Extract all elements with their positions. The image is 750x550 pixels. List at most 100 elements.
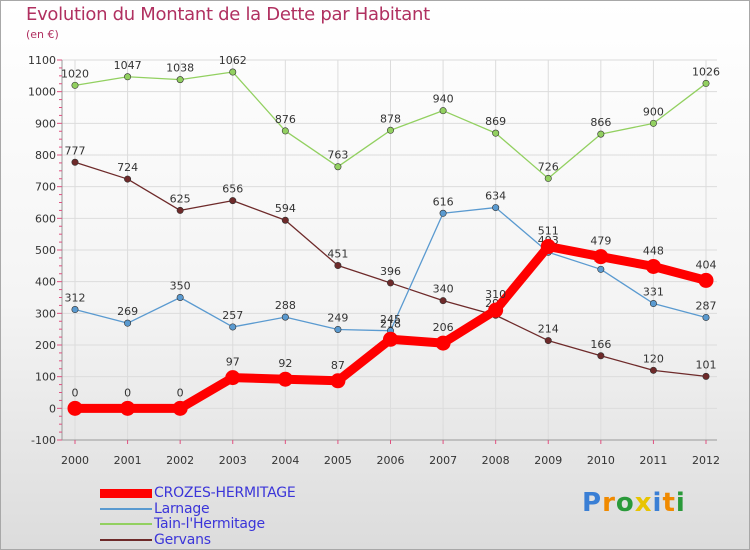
x-tick-label: 2012 — [692, 454, 720, 467]
legend-swatch — [100, 538, 152, 541]
data-label: 876 — [275, 113, 296, 126]
data-label: 310 — [485, 288, 506, 301]
logo-letter: t — [662, 488, 676, 518]
x-tick-label: 2000 — [61, 454, 89, 467]
data-label: 616 — [433, 195, 454, 208]
data-label: 340 — [433, 283, 454, 296]
data-point — [593, 249, 609, 265]
data-label: 451 — [327, 248, 348, 261]
legend-label: Larnage — [154, 500, 210, 517]
data-label: 634 — [485, 190, 506, 203]
data-label: 206 — [433, 321, 454, 334]
data-label: 396 — [380, 265, 401, 278]
data-label: 312 — [65, 292, 86, 305]
data-point — [330, 373, 346, 389]
data-point — [492, 204, 500, 212]
data-label: 120 — [643, 352, 664, 365]
data-label: 656 — [222, 183, 243, 196]
data-label: 288 — [275, 299, 296, 312]
y-tick-label: 0 — [49, 402, 56, 415]
data-label: 724 — [117, 161, 138, 174]
y-tick-label: 500 — [35, 244, 56, 257]
data-label: 726 — [538, 160, 559, 173]
data-point — [702, 372, 710, 380]
series-tain-l-hermitage: 1020 1047 1038 1062 876 763 878 940 869 726 866 900… — [61, 54, 720, 182]
logo-letter: P — [582, 488, 603, 518]
data-label: 0 — [124, 386, 131, 399]
data-label: 257 — [222, 309, 243, 322]
data-point — [281, 313, 289, 321]
logo-letter: o — [615, 488, 635, 518]
data-label: 218 — [380, 317, 401, 330]
logo-letter: r — [602, 488, 616, 518]
y-tick-label: 700 — [35, 181, 56, 194]
data-point — [334, 262, 342, 270]
data-label: 869 — [485, 115, 506, 128]
data-point — [439, 209, 447, 217]
data-label: 404 — [696, 258, 717, 271]
legend-item: Tain-l'Hermitage — [100, 516, 265, 532]
data-point — [698, 272, 714, 288]
y-tick-label: 100 — [35, 371, 56, 384]
data-point — [281, 127, 289, 135]
data-label: 350 — [170, 280, 191, 293]
data-point — [281, 216, 289, 224]
data-point — [435, 335, 451, 351]
y-tick-label: 400 — [35, 276, 56, 289]
data-point — [277, 371, 293, 387]
data-point — [124, 73, 132, 81]
x-tick-label: 2007 — [429, 454, 457, 467]
data-point — [702, 313, 710, 321]
data-point — [67, 400, 83, 416]
data-point — [334, 325, 342, 333]
data-point — [176, 206, 184, 214]
data-point — [597, 352, 605, 360]
data-point — [386, 126, 394, 134]
legend-swatch — [100, 507, 152, 510]
legend-label: Gervans — [154, 531, 211, 548]
legend-item: Gervans — [100, 532, 211, 548]
data-label: 1062 — [219, 54, 247, 67]
data-label: 625 — [170, 192, 191, 205]
x-tick-label: 2005 — [324, 454, 352, 467]
data-point — [124, 319, 132, 327]
data-label: 0 — [72, 386, 79, 399]
chart-title: Evolution du Montant de la Dette par Hab… — [26, 4, 430, 25]
data-label: 1047 — [114, 59, 142, 72]
legend-swatch — [100, 523, 152, 525]
series-layer: 1020 1047 1038 1062 876 763 878 940 869 726 866 900… — [61, 54, 720, 416]
data-label: 594 — [275, 202, 296, 215]
data-point — [229, 323, 237, 331]
data-label: 331 — [643, 286, 664, 299]
data-label: 0 — [177, 386, 184, 399]
data-point — [488, 302, 504, 318]
x-tick-label: 2003 — [219, 454, 247, 467]
data-point — [439, 297, 447, 305]
data-label: 97 — [226, 356, 240, 369]
data-label: 101 — [696, 358, 717, 371]
data-label: 269 — [117, 305, 138, 318]
data-label: 92 — [278, 357, 292, 370]
data-label: 878 — [380, 112, 401, 125]
axes: -100010020030040050060070080090010001100… — [28, 54, 720, 467]
data-label: 1038 — [166, 62, 194, 75]
data-point — [120, 400, 136, 416]
data-label: 87 — [331, 359, 345, 372]
data-point — [649, 300, 657, 308]
y-tick-label: -100 — [31, 434, 56, 447]
data-point — [383, 331, 398, 347]
data-point — [645, 258, 661, 274]
data-point — [71, 81, 79, 89]
data-label: 866 — [590, 116, 611, 129]
data-point — [597, 265, 605, 273]
y-tick-label: 600 — [35, 212, 56, 225]
data-label: 1026 — [692, 65, 720, 78]
y-tick-label: 200 — [35, 339, 56, 352]
x-tick-label: 2009 — [534, 454, 562, 467]
x-tick-label: 2004 — [271, 454, 299, 467]
data-point — [544, 174, 552, 182]
data-label: 166 — [590, 338, 611, 351]
y-tick-label: 300 — [35, 307, 56, 320]
x-tick-label: 2011 — [639, 454, 667, 467]
